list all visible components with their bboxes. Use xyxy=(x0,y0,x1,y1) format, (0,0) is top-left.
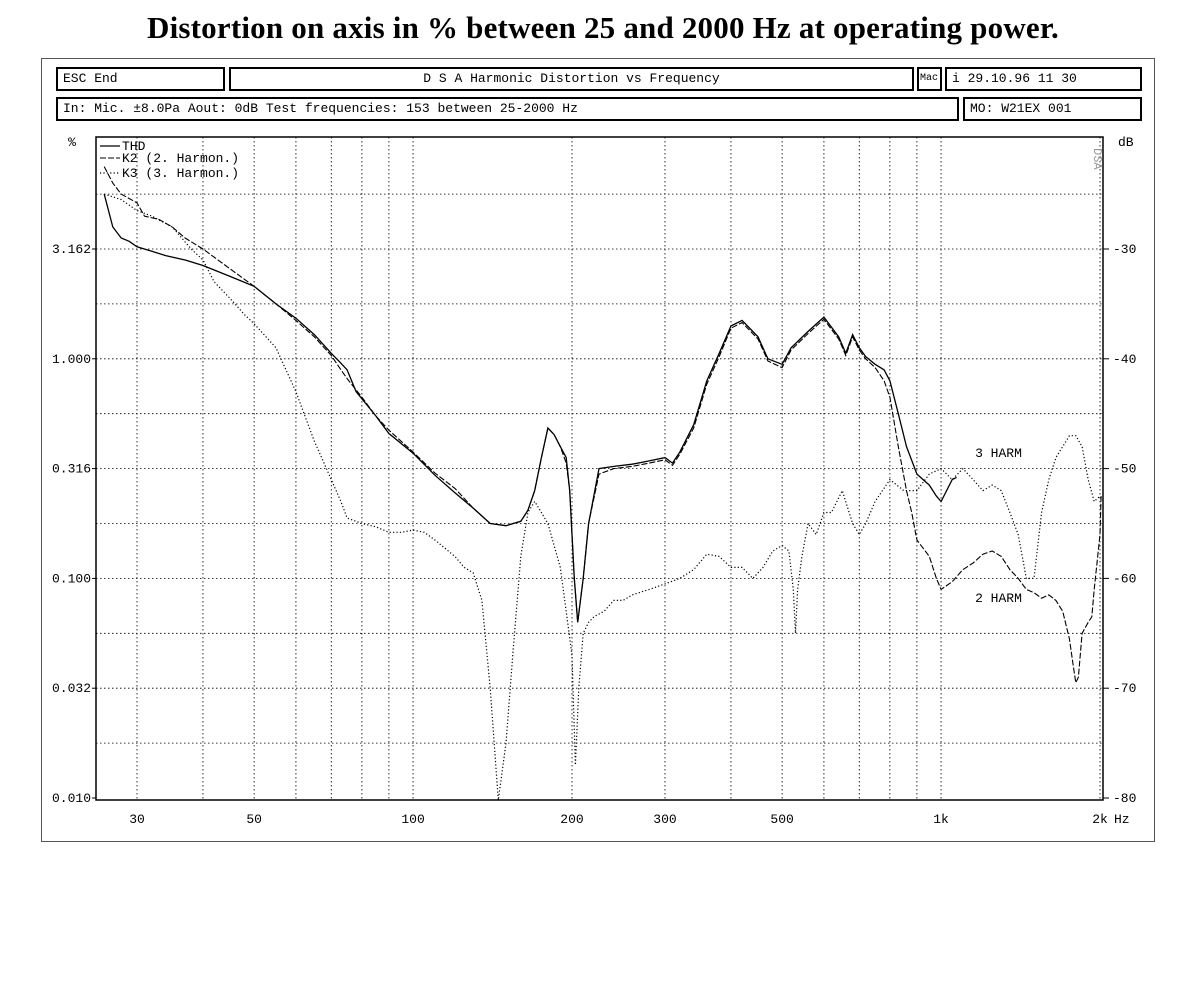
x-tick-label: 200 xyxy=(560,812,583,827)
x-tick-label: 500 xyxy=(770,812,793,827)
analyzer-title: D S A Harmonic Distortion vs Frequency xyxy=(229,67,914,91)
legend-label-3: K3 (3. Harmon.) xyxy=(122,166,239,181)
y-right-tick-label: -80 xyxy=(1113,791,1136,806)
y-right-tick-label: -60 xyxy=(1113,571,1136,586)
info-datetime[interactable]: i 29.10.96 11 30 xyxy=(945,67,1142,91)
esc-end-button[interactable]: ESC End xyxy=(56,67,225,91)
x-tick-label: 300 xyxy=(653,812,676,827)
y-left-tick-label: 3.162 xyxy=(52,242,91,257)
series-line-1 xyxy=(103,193,957,623)
series-line-2 xyxy=(103,166,1102,685)
x-tick-label: 50 xyxy=(246,812,262,827)
y-left-tick-label: 0.100 xyxy=(52,571,91,586)
watermark: DSA xyxy=(1090,148,1104,170)
x-tick-label: 30 xyxy=(129,812,145,827)
legend-label-1: THD xyxy=(122,139,146,154)
model-label[interactable]: MO: W21EX 001 xyxy=(963,97,1142,121)
plot-area: 3.162 1.000 0.316 0.100 0.032 0.010% -30 -40 -50… xyxy=(52,135,1136,827)
annotation-2: 2 HARM xyxy=(975,591,1022,606)
analyzer-window: ESC End D S A Harmonic Distortion vs Fre… xyxy=(41,58,1155,842)
y-left-tick-label: 0.010 xyxy=(52,791,91,806)
series-line-3 xyxy=(104,193,1101,801)
x-tick-label: 100 xyxy=(401,812,424,827)
y-left-axis-label: % xyxy=(68,135,76,150)
mac-button[interactable]: Mac xyxy=(917,67,942,91)
y-left-tick-label: 0.316 xyxy=(52,462,91,477)
input-info: In: Mic. ±8.0Pa Aout: 0dB Test frequenci… xyxy=(56,97,959,121)
x-tick-label: 2k xyxy=(1092,812,1108,827)
y-right-tick-label: -70 xyxy=(1113,681,1136,696)
x-tick-label: 1k xyxy=(933,812,949,827)
y-right-tick-label: -50 xyxy=(1113,462,1136,477)
y-left-tick-label: 0.032 xyxy=(52,681,91,696)
x-axis-unit-label: Hz xyxy=(1114,812,1130,827)
y-right-tick-label: -30 xyxy=(1113,242,1136,257)
annotation-1: 3 HARM xyxy=(975,446,1022,461)
page-title: Distortion on axis in % between 25 and 2… xyxy=(147,10,1059,45)
y-right-tick-label: -40 xyxy=(1113,352,1136,367)
legend-label-2: K2 (2. Harmon.) xyxy=(122,151,239,166)
y-right-axis-label: dB xyxy=(1118,135,1134,150)
y-left-tick-label: 1.000 xyxy=(52,352,91,367)
